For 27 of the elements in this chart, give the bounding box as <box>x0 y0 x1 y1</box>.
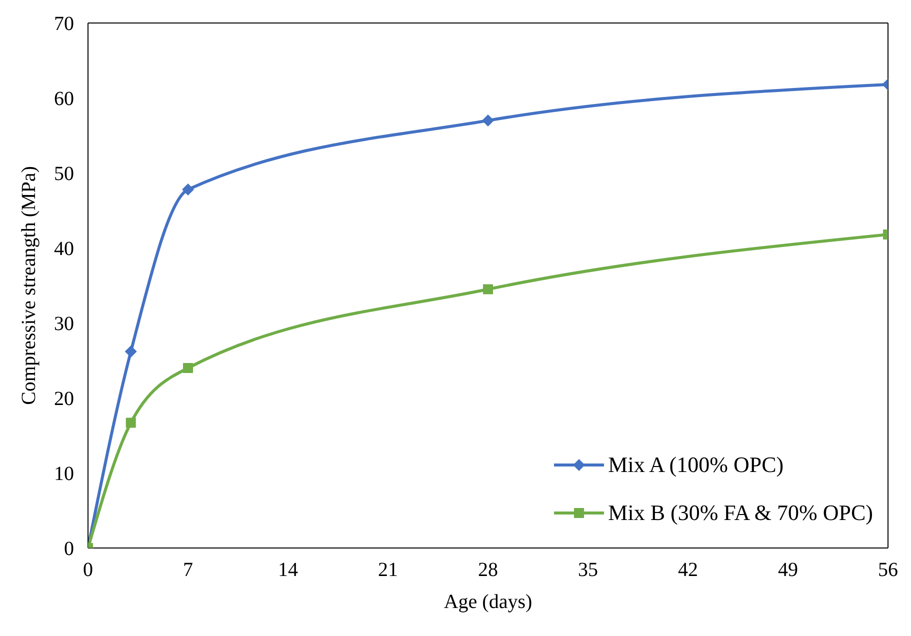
point <box>483 284 493 294</box>
y-tick-label: 40 <box>54 238 74 260</box>
y-axis-title: Compressive streangth (MPa) <box>18 166 40 405</box>
point <box>482 114 494 126</box>
y-tick-label: 70 <box>54 13 74 36</box>
x-tick-label: 56 <box>878 559 898 582</box>
y-tick-label: 20 <box>54 388 74 410</box>
x-tick-label: 7 <box>183 559 193 582</box>
point <box>182 184 194 196</box>
x-tick-label: 35 <box>578 559 598 582</box>
y-tick-label: 50 <box>54 163 74 186</box>
x-tick-label: 14 <box>278 559 298 582</box>
point <box>126 418 136 428</box>
point <box>183 363 193 373</box>
x-tick-label: 49 <box>778 559 798 582</box>
x-axis-title: Age (days) <box>444 591 532 613</box>
y-tick-label: 0 <box>64 538 74 560</box>
y-tick-label: 10 <box>54 463 74 486</box>
legend-label: Mix B (30% FA & 70% OPC) <box>608 500 873 526</box>
x-tick-label: 0 <box>83 559 93 582</box>
y-tick-label: 30 <box>54 313 74 336</box>
x-tick-label: 21 <box>378 559 398 582</box>
x-tick-label: 28 <box>478 559 498 582</box>
x-tick-label: 42 <box>678 559 698 582</box>
legend-label: Mix A (100% OPC) <box>608 452 784 478</box>
y-tick-label: 60 <box>54 88 74 110</box>
point <box>124 346 137 358</box>
